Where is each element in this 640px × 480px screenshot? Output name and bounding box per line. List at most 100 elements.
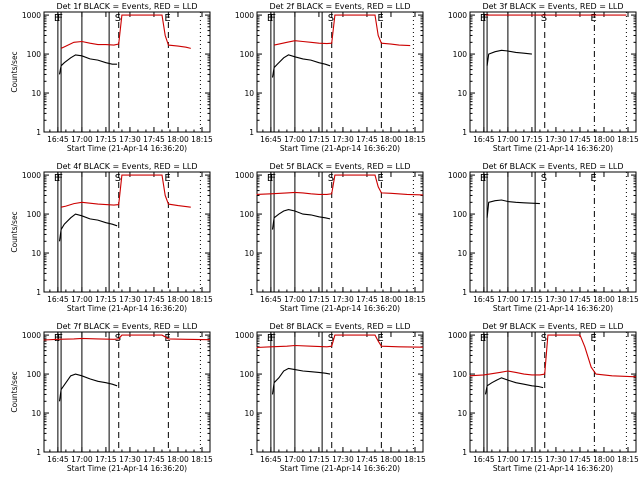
chart-title: Det 9f BLACK = Events, RED = LLD (482, 322, 623, 331)
series-line-2 (58, 54, 118, 75)
y-tick-label: 1000 (448, 171, 467, 180)
y-tick-label: 10 (457, 249, 467, 258)
event-marker-label: E (377, 333, 383, 344)
event-marker-label: E (480, 13, 486, 24)
y-tick-label: 100 (240, 370, 255, 379)
x-tick-label: 17:30 (119, 295, 141, 304)
y-tick-label: 10 (31, 409, 41, 418)
series-line-1 (469, 334, 637, 378)
x-tick-label: 17:45 (143, 455, 165, 464)
y-tick-label: 1 (36, 128, 41, 137)
series-line-1 (60, 14, 191, 49)
x-axis-label: Start Time (21-Apr-14 16:36:20) (493, 304, 613, 313)
y-tick-label: 100 (453, 210, 468, 219)
x-tick-label: 17:45 (356, 295, 378, 304)
event-marker-label: E (54, 13, 60, 24)
x-tick-label: 17:15 (308, 135, 330, 144)
event-marker-label: F (483, 173, 489, 184)
x-tick-label: 17:00 (497, 295, 519, 304)
y-tick-label: 10 (457, 89, 467, 98)
y-tick-label: 100 (27, 210, 42, 219)
y-tick-label: 1000 (22, 11, 41, 20)
x-tick-label: 18:00 (167, 295, 189, 304)
x-tick-label: 18:15 (617, 455, 639, 464)
x-tick-label: 18:15 (404, 295, 426, 304)
plot-frame (469, 171, 637, 293)
plot-frame (43, 171, 211, 293)
event-marker-label: F (57, 333, 63, 344)
event-marker-label: F (270, 13, 276, 24)
x-tick-label: 17:15 (521, 135, 543, 144)
chart-panel-8: Det 8f BLACK = Events, RED = LLD 16:45 17:… (235, 322, 426, 473)
y-axis-label: Counts/sec (10, 51, 19, 92)
x-tick-label: 18:15 (191, 295, 213, 304)
y-tick-label: 10 (31, 249, 41, 258)
x-tick-label: 17:00 (284, 295, 306, 304)
x-tick-label: 17:00 (71, 295, 93, 304)
x-tick-label: 17:30 (332, 455, 354, 464)
x-tick-label: 18:15 (191, 135, 213, 144)
x-axis-label: Start Time (21-Apr-14 16:36:20) (67, 464, 187, 473)
event-marker-label: S (541, 13, 547, 24)
event-marker-label: E (480, 333, 486, 344)
y-tick-label: 1000 (235, 11, 254, 20)
x-tick-label: 17:45 (569, 295, 591, 304)
plot-frame (469, 331, 637, 453)
y-tick-label: 1 (462, 128, 467, 137)
event-marker-label: F (270, 173, 276, 184)
event-marker-label: E (590, 333, 596, 344)
x-tick-label: 17:00 (71, 135, 93, 144)
x-tick-label: 18:15 (404, 135, 426, 144)
y-tick-label: 10 (244, 409, 254, 418)
x-tick-label: 17:15 (308, 455, 330, 464)
y-tick-label: 1000 (448, 331, 467, 340)
series-line-2 (58, 373, 118, 402)
chart-title: Det 8f BLACK = Events, RED = LLD (269, 322, 410, 331)
plot-frame (43, 11, 211, 133)
x-tick-label: 17:30 (332, 295, 354, 304)
event-marker-label: S (541, 333, 547, 344)
y-tick-label: 10 (244, 249, 254, 258)
x-tick-label: 16:45 (260, 135, 282, 144)
x-tick-label: 16:45 (47, 135, 69, 144)
y-tick-label: 1 (36, 288, 41, 297)
y-tick-label: 100 (453, 50, 468, 59)
plot-frame (256, 171, 424, 293)
x-tick-label: 17:45 (356, 135, 378, 144)
x-axis-label: Start Time (21-Apr-14 16:36:20) (280, 464, 400, 473)
x-axis-label: Start Time (21-Apr-14 16:36:20) (67, 144, 187, 153)
event-marker-label: E (164, 173, 170, 184)
x-tick-label: 18:00 (593, 295, 615, 304)
plot-frame (256, 331, 424, 453)
series-line-1 (273, 14, 411, 47)
x-tick-label: 17:45 (569, 135, 591, 144)
x-tick-label: 18:00 (380, 295, 402, 304)
y-tick-label: 100 (240, 210, 255, 219)
x-tick-label: 17:15 (521, 455, 543, 464)
event-marker-label: E (267, 13, 273, 24)
x-tick-label: 17:15 (95, 135, 117, 144)
y-tick-label: 100 (27, 370, 42, 379)
y-tick-label: 10 (457, 409, 467, 418)
chart-title: Det 2f BLACK = Events, RED = LLD (269, 2, 410, 11)
chart-panel-2: Det 2f BLACK = Events, RED = LLD 16:45 17:… (235, 2, 426, 153)
event-marker-label: E (54, 173, 60, 184)
x-tick-label: 17:30 (545, 295, 567, 304)
series-line-1 (60, 174, 191, 208)
y-tick-label: 10 (244, 89, 254, 98)
y-tick-label: 1 (249, 448, 254, 457)
event-marker-label: E (54, 333, 60, 344)
y-tick-label: 1000 (235, 331, 254, 340)
x-tick-label: 17:15 (521, 295, 543, 304)
x-tick-label: 16:45 (260, 455, 282, 464)
x-tick-label: 17:30 (119, 135, 141, 144)
chart-title: Det 3f BLACK = Events, RED = LLD (482, 2, 623, 11)
event-marker-label: F (483, 333, 489, 344)
series-line-1 (43, 334, 211, 341)
series-line-2 (271, 209, 331, 230)
